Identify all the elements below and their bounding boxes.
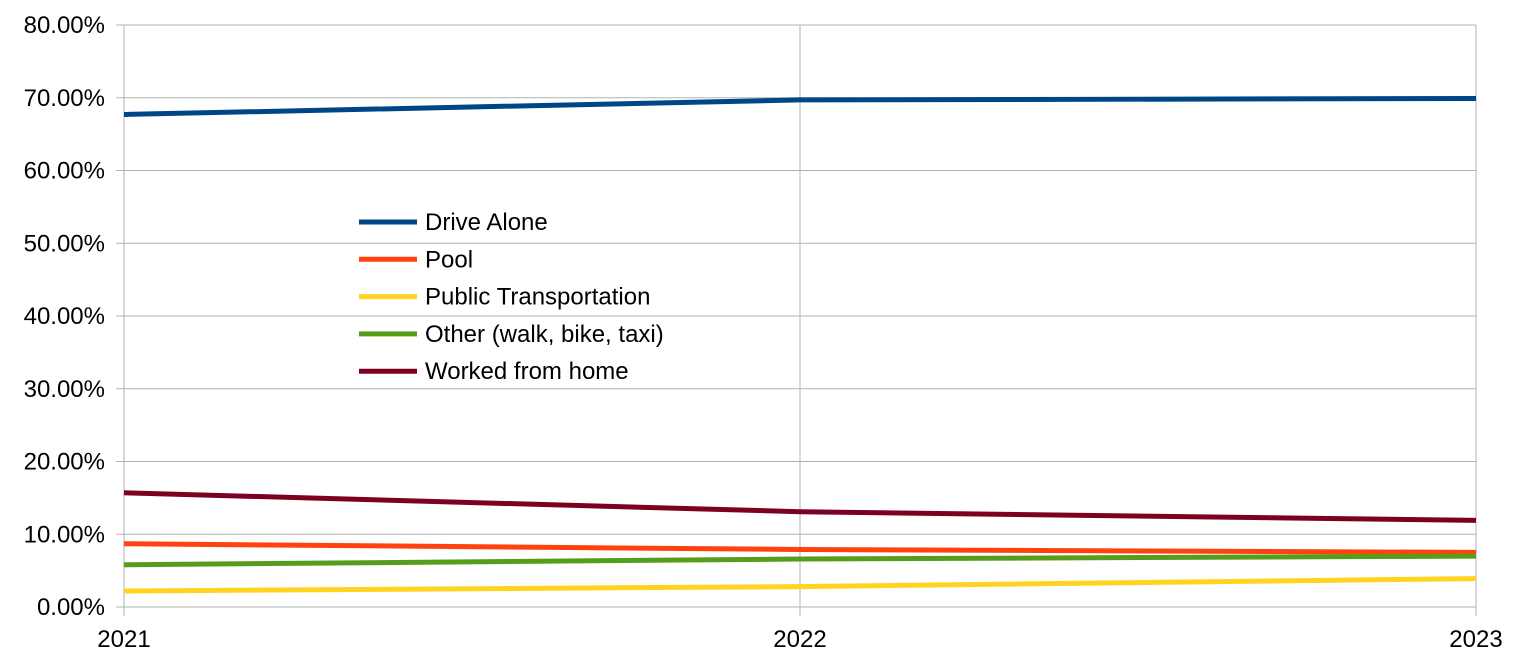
series-line-other-walk-bike-taxi: [123, 553, 1477, 568]
x-tick-label: 2022: [773, 626, 826, 653]
legend-item: Other (walk, bike, taxi): [359, 321, 664, 348]
legend-label: Public Transportation: [425, 284, 650, 311]
x-tick-label: 2023: [1449, 626, 1502, 653]
legend-label: Other (walk, bike, taxi): [425, 321, 664, 348]
y-tick-label: 0.00%: [37, 594, 105, 621]
y-tick-label: 10.00%: [24, 521, 105, 548]
legend-item: Pool: [359, 246, 473, 273]
y-tick-label: 80.00%: [24, 12, 105, 39]
y-tick-label: 60.00%: [24, 158, 105, 185]
y-tick-label: 40.00%: [24, 303, 105, 330]
axes: 0.00% 10.00% 20.00% 30.00% 40.00% 50.00% 60.00…: [24, 12, 1503, 653]
legend: Drive Alone Pool Public Transportation Othe…: [359, 209, 664, 385]
series-lines: [123, 96, 1477, 594]
series-line-drive-alone: [123, 96, 1477, 117]
x-tick-label: 2021: [97, 626, 150, 653]
legend-label: Pool: [425, 246, 473, 273]
legend-label: Drive Alone: [425, 209, 548, 236]
series-line-pool: [123, 541, 1477, 555]
legend-label: Worked from home: [425, 358, 629, 385]
series-line-worked-from-home: [123, 490, 1477, 523]
gridlines: [123, 24, 1477, 616]
y-tick-label: 50.00%: [24, 230, 105, 257]
legend-item: Drive Alone: [359, 209, 548, 236]
y-tick-label: 30.00%: [24, 376, 105, 403]
y-tick-label: 70.00%: [24, 85, 105, 112]
y-tick-label: 20.00%: [24, 449, 105, 476]
series-line-public-transportation: [123, 576, 1477, 594]
legend-item: Worked from home: [359, 358, 629, 385]
legend-item: Public Transportation: [359, 284, 650, 311]
